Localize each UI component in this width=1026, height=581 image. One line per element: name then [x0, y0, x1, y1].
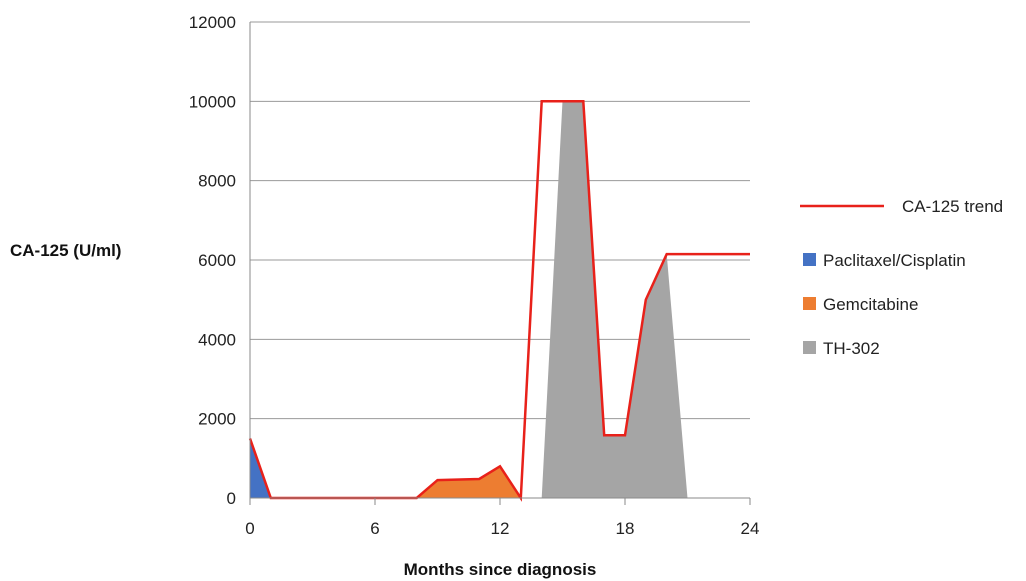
area-2 [416, 466, 521, 498]
x-tick-label: 0 [245, 519, 254, 538]
y-tick-label: 4000 [198, 330, 236, 349]
x-tick-label: 12 [491, 519, 510, 538]
legend-swatch [803, 341, 816, 354]
legend-label: TH-302 [823, 339, 880, 358]
legend: CA-125 trend Paclitaxel/Cisplatin Gemcitab… [800, 197, 1003, 358]
legend-swatch [803, 297, 816, 310]
x-axis-title: Months since diagnosis [404, 560, 597, 579]
y-tick-label: 10000 [189, 92, 236, 111]
x-tick-labels: 0 6 12 18 24 [245, 519, 759, 538]
x-tick-label: 18 [616, 519, 635, 538]
legend-label: Gemcitabine [823, 295, 918, 314]
legend-label: CA-125 trend [902, 197, 1003, 216]
line-series [248, 100, 750, 502]
trend-line [248, 100, 750, 502]
x-tick-label: 24 [741, 519, 760, 538]
y-tick-labels: 0 2000 4000 6000 8000 10000 12000 [189, 13, 236, 508]
y-tick-label: 12000 [189, 13, 236, 32]
legend-label: Paclitaxel/Cisplatin [823, 251, 966, 270]
y-axis-title: CA-125 (U/ml) [10, 241, 121, 260]
area-series [250, 101, 688, 499]
y-tick-label: 8000 [198, 172, 236, 191]
y-tick-label: 6000 [198, 251, 236, 270]
gridlines [250, 21, 750, 499]
y-tick-label: 0 [227, 489, 236, 508]
area-3 [541, 101, 688, 499]
x-tick-label: 6 [370, 519, 379, 538]
y-tick-label: 2000 [198, 410, 236, 429]
axes [249, 22, 751, 505]
legend-swatch [803, 253, 816, 266]
